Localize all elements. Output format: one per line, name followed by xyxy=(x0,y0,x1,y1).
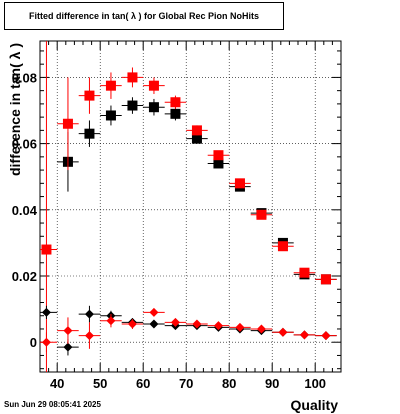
x-tick-label: 90 xyxy=(265,376,279,391)
diamond-marker xyxy=(63,326,73,336)
square-marker xyxy=(320,274,331,285)
square-marker xyxy=(148,80,159,91)
plot-frame xyxy=(39,40,342,373)
square-marker xyxy=(105,80,116,91)
diamond-marker xyxy=(321,331,331,341)
y-axis-label: difference in tan( λ ) xyxy=(7,43,23,176)
square-marker xyxy=(62,118,73,129)
x-tick-label: 70 xyxy=(179,376,193,391)
square-marker xyxy=(191,125,202,136)
diamond-marker xyxy=(299,330,309,340)
diamond-marker xyxy=(127,319,137,329)
square-marker xyxy=(256,209,267,220)
y-tick-label: 0.04 xyxy=(12,203,38,218)
diamond-marker xyxy=(149,319,159,329)
chart-title: Fitted difference in tan( λ ) for Global… xyxy=(28,11,260,21)
chart-title-box: Fitted difference in tan( λ ) for Global… xyxy=(4,2,284,30)
x-axis-label: Quality xyxy=(291,397,339,413)
y-tick-label: 0.02 xyxy=(12,269,37,284)
diamond-marker xyxy=(63,342,73,352)
y-tick-label: 0.08 xyxy=(12,70,37,85)
square-marker xyxy=(170,97,181,108)
diamond-marker xyxy=(84,331,94,341)
square-marker xyxy=(170,108,181,119)
x-tick-label: 80 xyxy=(222,376,236,391)
diamond-marker xyxy=(106,316,116,326)
diamond-marker xyxy=(256,324,266,334)
x-tick-label: 50 xyxy=(93,376,107,391)
diamond-marker xyxy=(278,327,288,337)
square-marker xyxy=(277,241,288,252)
square-marker xyxy=(148,102,159,113)
square-marker xyxy=(234,178,245,189)
x-tick-label: 60 xyxy=(136,376,150,391)
square-marker xyxy=(127,100,138,111)
square-marker xyxy=(84,128,95,139)
y-tick-label: 0 xyxy=(30,335,37,350)
marks-layer xyxy=(40,41,337,372)
diamond-marker xyxy=(192,319,202,329)
square-marker xyxy=(127,72,138,83)
diamond-marker xyxy=(213,321,223,331)
square-marker xyxy=(213,158,224,169)
square-marker xyxy=(191,133,202,144)
diamond-marker xyxy=(41,307,51,317)
diamond-marker xyxy=(170,317,180,327)
diamond-marker xyxy=(84,309,94,319)
square-marker xyxy=(213,150,224,161)
ticks-layer: 40 50 60 70 80 90 100 0 0.02 0.04 0.06 0.08 xyxy=(12,41,341,391)
square-marker xyxy=(299,267,310,278)
x-tick-label: 40 xyxy=(50,376,64,391)
grid-layer xyxy=(40,41,341,372)
square-marker xyxy=(41,244,52,255)
diamond-marker xyxy=(149,307,159,317)
diamond-marker xyxy=(235,322,245,332)
square-marker xyxy=(105,110,116,121)
y-tick-label: 0.06 xyxy=(12,137,37,152)
diamond-marker xyxy=(41,337,51,347)
x-tick-label: 100 xyxy=(304,376,326,391)
square-marker xyxy=(84,90,95,101)
footer-timestamp: Sun Jun 29 08:05:41 2025 xyxy=(4,400,101,409)
